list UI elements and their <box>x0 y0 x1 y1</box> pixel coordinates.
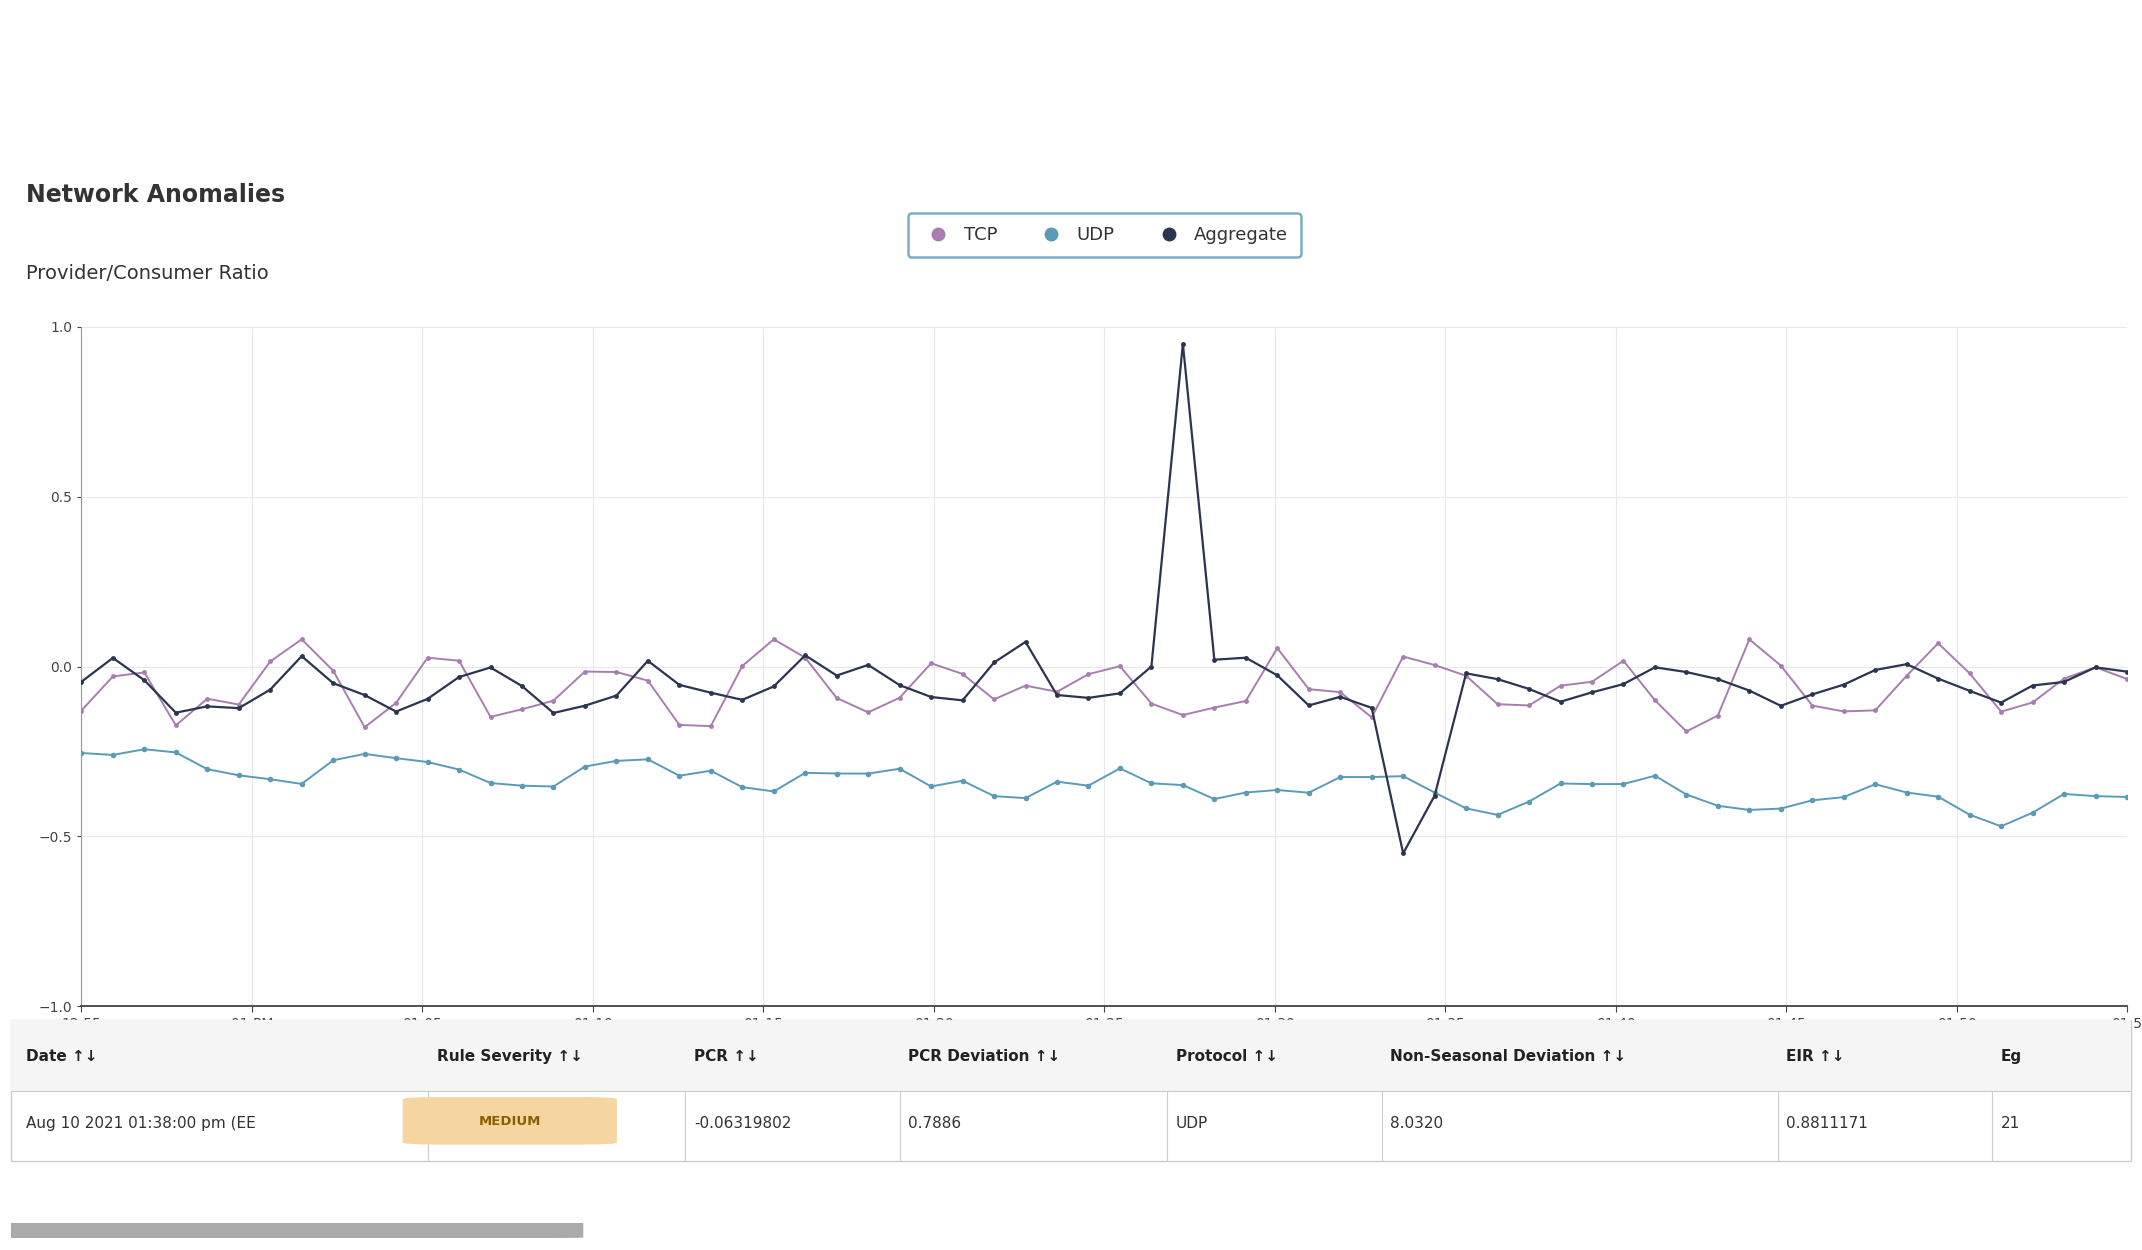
Text: Provider/Consumer Ratio: Provider/Consumer Ratio <box>26 264 268 284</box>
FancyBboxPatch shape <box>11 1020 2131 1161</box>
Text: 8.0320: 8.0320 <box>1390 1116 1444 1131</box>
Text: MEDIUM: MEDIUM <box>478 1115 542 1128</box>
FancyBboxPatch shape <box>11 1020 2131 1090</box>
FancyBboxPatch shape <box>403 1098 617 1145</box>
Text: PCR Deviation ↑↓: PCR Deviation ↑↓ <box>908 1049 1060 1064</box>
Text: PCR ↑↓: PCR ↑↓ <box>694 1049 758 1064</box>
Text: Eg: Eg <box>2001 1049 2022 1064</box>
Text: Protocol ↑↓: Protocol ↑↓ <box>1176 1049 1279 1064</box>
Text: 21: 21 <box>2001 1116 2020 1131</box>
Text: 97: 97 <box>60 49 103 78</box>
Text: Aug 10 1:00pm to Aug 10 2:00pm: Aug 10 1:00pm to Aug 10 2:00pm <box>176 69 482 86</box>
Text: 0.8811171: 0.8811171 <box>1786 1116 1868 1131</box>
Text: Aug 10 2021 01:38:00 pm (EE: Aug 10 2021 01:38:00 pm (EE <box>26 1116 255 1131</box>
Text: UDP: UDP <box>1176 1116 1208 1131</box>
Text: Non-Seasonal Deviation ↑↓: Non-Seasonal Deviation ↑↓ <box>1390 1049 1626 1064</box>
Text: 0.7886: 0.7886 <box>908 1116 962 1131</box>
FancyBboxPatch shape <box>0 1221 583 1239</box>
Text: Network Anomaly Details -: Network Anomaly Details - <box>176 28 555 55</box>
Text: Rule Severity ↑↓: Rule Severity ↑↓ <box>437 1049 583 1064</box>
Text: Date ↑↓: Date ↑↓ <box>26 1049 96 1064</box>
Legend: TCP, UDP, Aggregate: TCP, UDP, Aggregate <box>908 214 1300 256</box>
Text: Network Anomalies: Network Anomalies <box>26 182 285 208</box>
Text: launcherHost-3: launcherHost-3 <box>688 28 927 55</box>
Text: -0.06319802: -0.06319802 <box>694 1116 790 1131</box>
Text: EIR ↑↓: EIR ↑↓ <box>1786 1049 1844 1064</box>
